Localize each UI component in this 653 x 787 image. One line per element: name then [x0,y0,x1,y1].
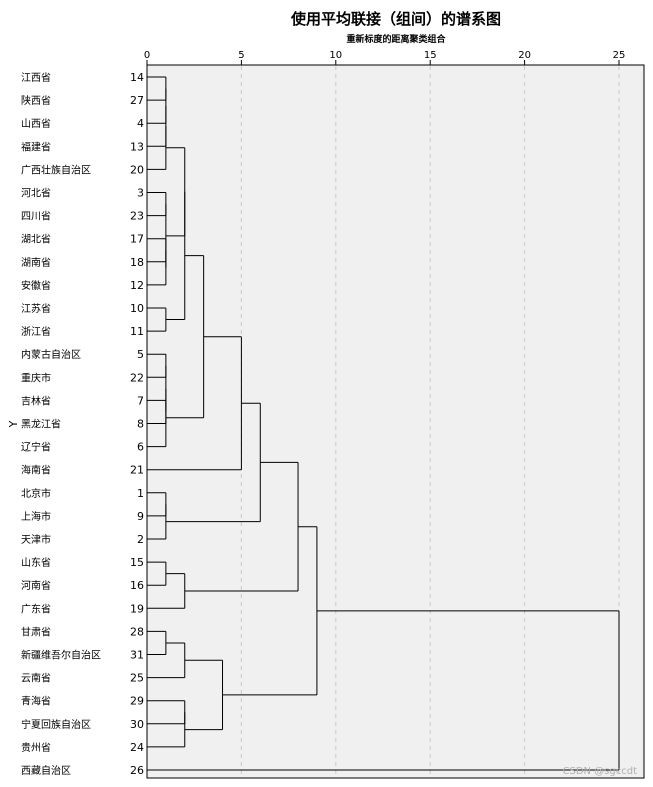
leaf-case-number: 15 [130,556,144,569]
leaf-label: 湖南省 [21,256,51,269]
leaf-case-number: 24 [130,741,144,754]
leaf-label: 江苏省 [21,302,51,315]
leaf-case-number: 18 [130,256,144,269]
chart-subtitle: 重新标度的距离聚类组合 [346,33,446,45]
leaf-case-number: 25 [130,672,144,685]
leaf-label: 广东省 [21,602,51,615]
leaf-case-number: 12 [130,279,144,292]
x-tick-label: 10 [329,50,342,61]
leaf-label: 海南省 [21,464,51,477]
watermark: CSDN @sgccdt [562,766,637,777]
leaf-label: 内蒙古自治区 [21,348,81,361]
leaf-label: 宁夏回族自治区 [21,718,91,731]
leaf-case-number: 22 [130,371,144,384]
leaf-case-number: 6 [137,441,144,454]
leaf-case-number: 26 [130,764,144,777]
leaf-case-number: 30 [130,718,144,731]
leaf-case-number: 17 [130,233,144,246]
dendrogram-tree [147,76,620,771]
leaf-case-number: 3 [137,187,144,200]
leaf-label: 广西壮族自治区 [21,163,91,176]
leaf-label: 河南省 [21,579,51,592]
x-tick-label: 20 [518,50,531,61]
x-tick-label: 25 [613,50,626,61]
leaf-label: 山西省 [21,117,51,130]
chart-title: 使用平均联接（组间）的谱系图 [290,10,501,28]
x-tick-label: 0 [144,50,150,61]
leaf-label: 安徽省 [21,279,51,292]
leaf-label: 甘肃省 [21,625,51,638]
x-axis: 0 5 10 15 20 25 [144,50,626,65]
leaf-case-number: 13 [130,140,144,153]
leaf-case-number: 1 [137,487,144,500]
x-tick-label: 15 [424,50,437,61]
leaf-case-number: 8 [137,418,144,431]
leaf-case-number: 9 [137,510,144,523]
leaf-label: 浙江省 [21,325,51,338]
leaf-case-number: 14 [130,71,144,84]
leaf-case-number: 5 [137,348,144,361]
leaf-label: 吉林省 [21,394,51,407]
y-axis-label: Y [7,420,20,428]
leaf-label: 天津市 [21,533,51,546]
leaf-case-number: 28 [130,625,144,638]
leaf-label: 四川省 [21,210,51,223]
leaf-label: 青海省 [21,695,51,708]
leaf-case-number: 31 [130,649,144,662]
leaf-label: 云南省 [21,672,51,685]
leaf-label: 辽宁省 [21,441,51,454]
leaf-label: 陕西省 [21,94,51,107]
plot-area [146,64,645,779]
leaf-label: 山东省 [21,556,51,569]
leaf-label: 河北省 [21,187,51,200]
leaf-case-number: 11 [130,325,144,338]
leaf-label: 江西省 [21,71,51,84]
leaf-case-number: 27 [130,94,144,107]
leaf-case-number: 21 [130,464,144,477]
leaf-case-number: 7 [137,394,144,407]
leaf-case-number: 20 [130,163,144,176]
leaf-label: 黑龙江省 [21,418,61,431]
leaf-case-number: 29 [130,695,144,708]
leaf-case-number: 2 [137,533,144,546]
leaf-case-number: 23 [130,210,144,223]
leaf-label: 西藏自治区 [21,764,71,777]
leaf-case-number: 19 [130,602,144,615]
leaf-label: 新疆维吾尔自治区 [21,649,101,662]
leaf-case-number: 4 [137,117,144,130]
leaf-label: 贵州省 [21,741,51,754]
leaf-label: 福建省 [21,140,51,153]
leaf-label: 上海市 [21,510,51,523]
leaf-case-number: 10 [130,302,144,315]
leaf-case-number: 16 [130,579,144,592]
x-tick-label: 5 [238,50,244,61]
leaf-label: 湖北省 [21,233,51,246]
leaf-label: 重庆市 [21,371,51,384]
leaf-label: 北京市 [21,487,51,500]
